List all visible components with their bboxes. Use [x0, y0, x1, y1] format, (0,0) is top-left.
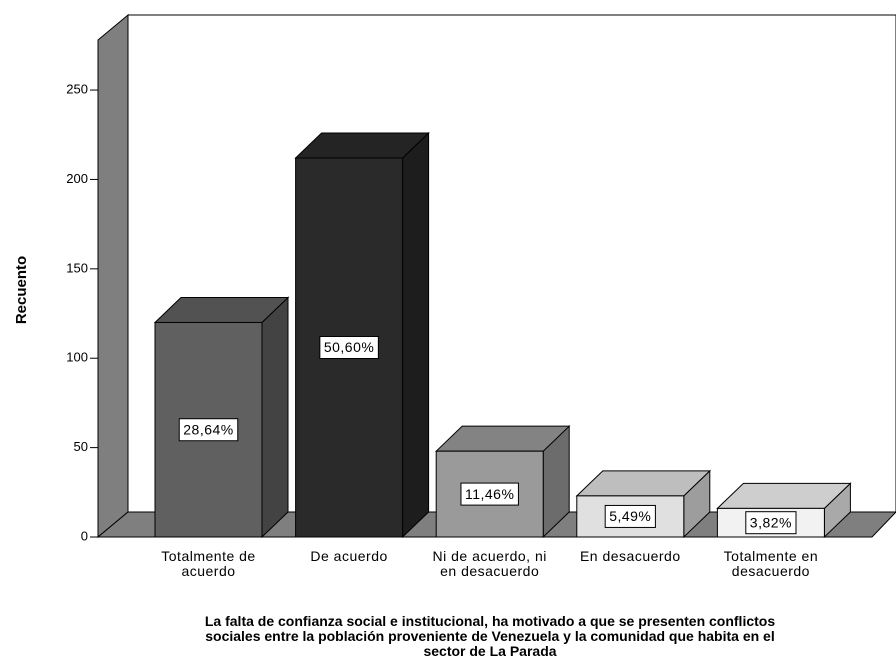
data-label: 28,64% [183, 421, 233, 437]
data-label: 11,46% [465, 486, 514, 502]
y-axis-label: Recuento [13, 256, 30, 324]
data-label: 3,82% [750, 514, 792, 530]
data-label-box [178, 418, 239, 442]
side-wall [97, 13, 129, 539]
x-tick-label: En desacuerdo [579, 548, 681, 564]
y-tick-label: 200 [66, 171, 88, 186]
data-label: 50,60% [324, 339, 374, 355]
x-axis-label: La falta de confianza social e instituci… [204, 613, 776, 659]
bar-side [261, 296, 289, 539]
data-label-box [604, 504, 656, 528]
data-label-box [460, 482, 519, 506]
data-label: 5,49% [609, 508, 651, 524]
y-tick-label: 0 [81, 528, 88, 543]
bar-side [402, 131, 430, 539]
x-tick-label: De acuerdo [310, 548, 388, 564]
x-tick-label: Totalmente en desacuerdo [723, 548, 819, 579]
x-tick-label: Totalmente de acuerdo [161, 548, 256, 579]
y-tick-label: 150 [66, 260, 88, 275]
y-tick-label: 50 [74, 439, 88, 454]
y-tick-label: 100 [66, 350, 88, 365]
x-tick-label: Ni de acuerdo, ni en desacuerdo [432, 548, 547, 579]
y-tick-label: 250 [66, 81, 88, 96]
data-label-box [745, 511, 797, 535]
data-label-box [319, 335, 379, 359]
